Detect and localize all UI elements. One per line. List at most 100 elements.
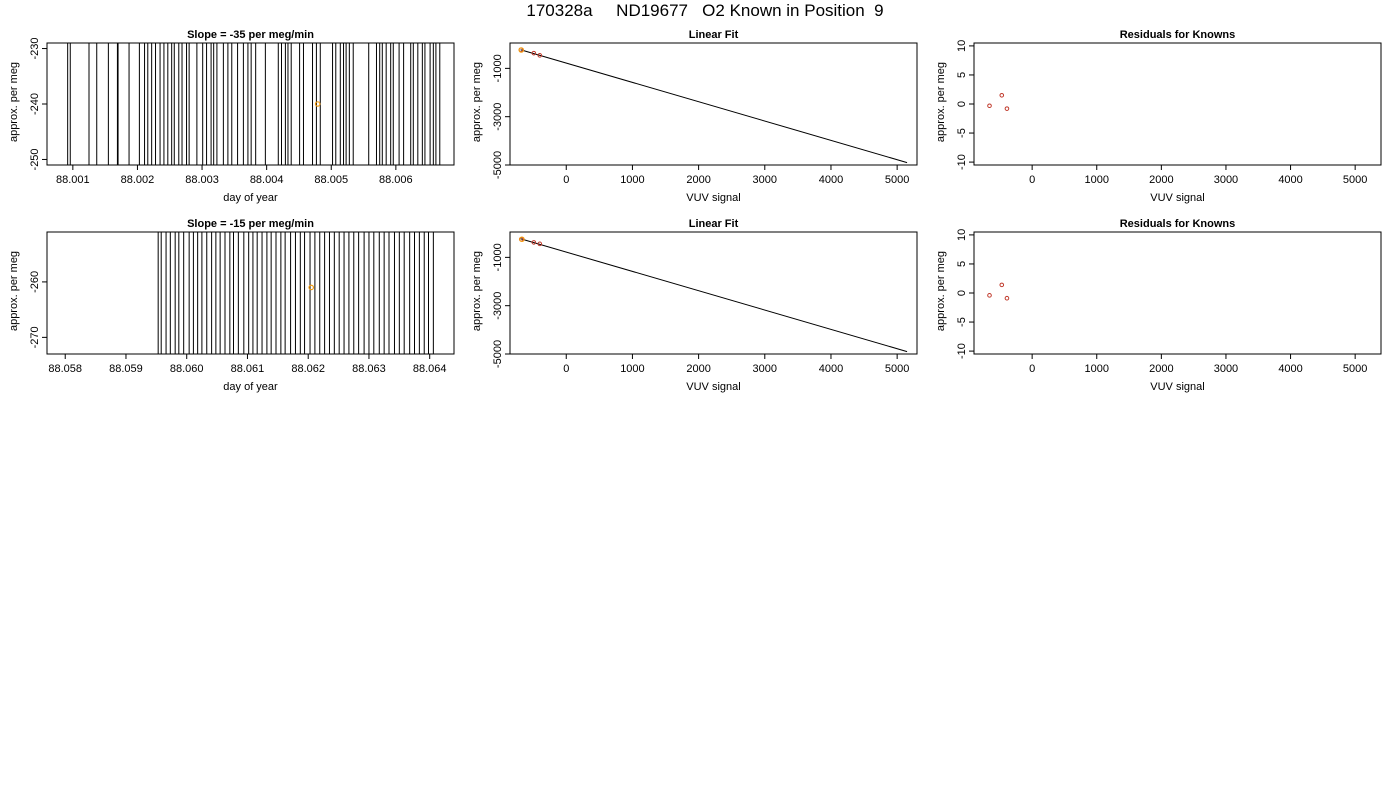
y-tick-label: -240 [29, 93, 41, 115]
y-axis-label: approx. per meg [935, 251, 947, 331]
x-tick-label: 88.001 [56, 174, 90, 186]
plot-frame [973, 231, 1382, 355]
plot-frame [509, 42, 918, 166]
x-tick-label: 0 [1029, 363, 1035, 375]
y-axis-label: approx. per meg [471, 62, 483, 142]
plot-frame [46, 231, 455, 355]
y-tick-label: -1000 [492, 243, 504, 271]
chart-r2-time: Slope = -15 per meg/min 88.058 88.059 88.06… [8, 218, 455, 393]
y-tick-label: 5 [956, 72, 968, 78]
highlight-point [519, 236, 525, 243]
x-tick-label: 4000 [1278, 363, 1302, 375]
plot-frame [973, 42, 1382, 166]
x-tick-label: 1000 [620, 363, 644, 375]
x-tick-label: 88.064 [413, 363, 447, 375]
y-tick-label: -230 [29, 38, 41, 60]
highlight-point [314, 101, 321, 107]
plot-area [987, 282, 1010, 301]
chart-r1-resid: Residuals for Knowns 0 1000 2000 3000 4000 500… [935, 29, 1382, 204]
y-tick-label: -3000 [492, 103, 504, 131]
y-tick-label: 10 [956, 40, 968, 52]
data-point [531, 50, 537, 56]
plot-area [518, 47, 908, 164]
plot-frame [509, 231, 918, 355]
x-tick-label: 3000 [753, 174, 777, 186]
plot-area [67, 43, 441, 165]
chart-title: Slope = -35 per meg/min [187, 29, 314, 41]
plot-area [518, 236, 908, 353]
y-tick-label: 5 [956, 261, 968, 267]
x-tick-label: 2000 [1149, 174, 1173, 186]
y-tick-label: -1000 [492, 54, 504, 82]
x-tick-label: 88.004 [250, 174, 284, 186]
x-tick-label: 88.006 [379, 174, 413, 186]
data-point [537, 241, 543, 247]
x-tick-label: 1000 [1085, 174, 1109, 186]
x-axis-label: VUV signal [1150, 381, 1204, 393]
x-tick-label: 4000 [1278, 174, 1302, 186]
chart-title: Residuals for Knowns [1120, 29, 1236, 41]
x-axis-label: VUV signal [686, 381, 740, 393]
chart-title: Slope = -15 per meg/min [187, 218, 314, 230]
x-tick-label: 2000 [686, 363, 710, 375]
y-axis-label: approx. per meg [935, 62, 947, 142]
data-point [999, 92, 1005, 98]
x-tick-label: 88.063 [352, 363, 386, 375]
fit-line [520, 238, 908, 353]
plot-area [157, 232, 434, 354]
highlight-point [518, 47, 525, 53]
y-tick-label: 10 [956, 229, 968, 241]
y-tick-label: -3000 [492, 292, 504, 320]
y-tick-label: 0 [956, 101, 968, 107]
y-tick-label: -5000 [492, 340, 504, 368]
y-tick-label: -10 [956, 343, 968, 359]
y-tick-label: -5 [956, 128, 968, 138]
x-tick-label: 88.002 [121, 174, 155, 186]
plot-area [987, 92, 1010, 111]
x-tick-label: 88.061 [231, 363, 265, 375]
x-tick-label: 5000 [885, 174, 909, 186]
x-axis-label: day of year [223, 381, 278, 393]
chart-r2-resid: Residuals for Knowns 0 1000 2000 3000 4000 500… [935, 218, 1382, 393]
chart-r1-fit: Linear Fit 0 1000 2000 3000 4000 5000 -1000 -300… [471, 29, 918, 204]
data-point [537, 53, 543, 58]
x-tick-label: 3000 [1214, 363, 1238, 375]
x-tick-label: 4000 [819, 174, 843, 186]
y-tick-label: -260 [29, 271, 41, 293]
data-point [1004, 106, 1010, 111]
y-tick-label: 0 [956, 290, 968, 296]
x-tick-label: 88.005 [314, 174, 348, 186]
x-tick-label: 1000 [620, 174, 644, 186]
chart-title: Linear Fit [689, 29, 739, 41]
data-point [987, 293, 992, 298]
data-point [999, 282, 1005, 288]
x-tick-label: 3000 [753, 363, 777, 375]
y-tick-label: -5000 [492, 151, 504, 179]
x-axis-label: day of year [223, 192, 278, 204]
x-tick-label: 2000 [1149, 363, 1173, 375]
chart-title: Residuals for Knowns [1120, 218, 1236, 230]
y-tick-label: -250 [29, 148, 41, 170]
x-tick-label: 0 [563, 363, 569, 375]
fit-line [520, 49, 908, 164]
x-axis-label: VUV signal [1150, 192, 1204, 204]
x-tick-label: 5000 [1343, 363, 1367, 375]
x-tick-label: 4000 [819, 363, 843, 375]
x-tick-label: 1000 [1085, 363, 1109, 375]
x-tick-label: 88.060 [170, 363, 204, 375]
x-tick-label: 0 [563, 174, 569, 186]
data-point [987, 103, 992, 109]
y-tick-label: -10 [956, 154, 968, 170]
y-tick-label: -270 [29, 326, 41, 348]
chart-title: Linear Fit [689, 218, 739, 230]
x-tick-label: 88.058 [48, 363, 82, 375]
data-point [1004, 295, 1010, 301]
chart-r2-fit: Linear Fit 0 1000 2000 3000 4000 5000 -1000 -300… [471, 218, 918, 393]
y-tick-label: -5 [956, 317, 968, 327]
x-tick-label: 88.059 [109, 363, 143, 375]
y-axis-label: approx. per meg [471, 251, 483, 331]
x-tick-label: 88.003 [185, 174, 219, 186]
page-title: 170328a ND19677 O2 Known in Position 9 [526, 1, 884, 20]
y-axis-label: approx. per meg [8, 251, 20, 331]
